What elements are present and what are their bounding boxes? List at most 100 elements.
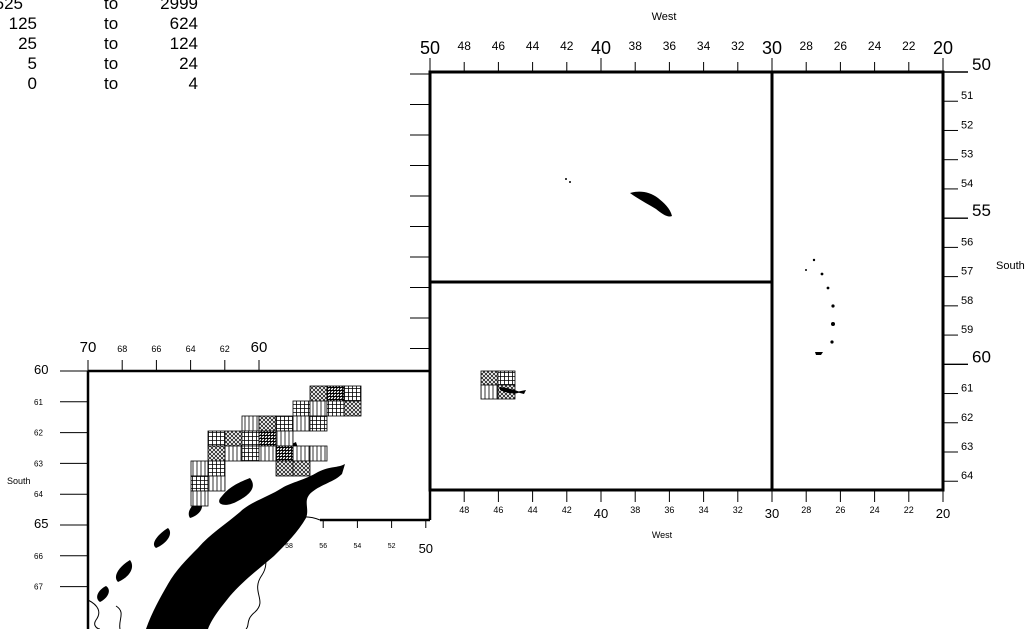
catch-grid-cell: [480, 384, 499, 400]
tick-label: 58: [961, 295, 973, 307]
catch-grid-cell: [275, 430, 294, 447]
tick-label: 34: [697, 39, 711, 53]
catch-grid-cell: [207, 460, 226, 477]
legend-high: 2999: [160, 0, 198, 13]
catch-grid-cell: [343, 385, 362, 402]
south-orkney-islands: [516, 390, 526, 394]
catch-grid-cell: [207, 475, 226, 492]
shag-rocks: [565, 178, 567, 180]
tick-label: 46: [492, 39, 506, 53]
tick-label: 54: [354, 543, 362, 550]
tick-label: 26: [835, 505, 845, 515]
tick-label: 26: [834, 39, 848, 53]
tick-label: 36: [663, 39, 677, 53]
tick-label: 57: [961, 266, 973, 278]
catch-grid-cell: [275, 415, 294, 432]
south-georgia-island: [630, 191, 672, 217]
tick-label: 55: [972, 201, 991, 220]
tick-label: 66: [34, 552, 43, 561]
legend-to: to: [104, 14, 119, 33]
catch-grid-cell: [190, 490, 209, 507]
left-axis-title: South: [7, 476, 31, 486]
legend-low: 0: [27, 74, 37, 93]
tick-label: 28: [800, 39, 814, 53]
legend-to: to: [104, 74, 119, 93]
legend: 625 to 2999 125 to 624 25 to 124 5 to 24…: [0, 0, 220, 110]
catch-grid-cell: [343, 400, 362, 417]
catch-grid-cell: [292, 400, 311, 417]
tick-label: 54: [961, 178, 973, 190]
catch-grid-cell: [258, 415, 277, 432]
tick-label: 30: [762, 38, 782, 58]
tick-label: 42: [562, 505, 572, 515]
tick-label: 52: [961, 119, 973, 131]
catch-grid-cell: [292, 460, 311, 477]
main-frame: [428, 70, 945, 492]
legend-row: 125 to 624: [0, 14, 200, 34]
catch-grid-cell: [497, 370, 516, 386]
tick-label: 50: [972, 55, 991, 74]
legend-to: to: [104, 34, 119, 53]
tick-label: 22: [904, 505, 914, 515]
legend-to: to: [104, 54, 119, 73]
tick-label: 66: [151, 344, 161, 354]
catch-grid-cell: [480, 370, 499, 386]
tick-label: 20: [933, 38, 953, 58]
legend-low: 25: [18, 34, 37, 53]
south-sandwich-island: [831, 304, 835, 308]
catch-grid-cell: [309, 400, 328, 417]
catch-grid-cell: [241, 415, 260, 432]
tick-label: 44: [528, 505, 538, 515]
tick-label: 50: [419, 541, 433, 556]
tick-label: 24: [870, 505, 880, 515]
catch-grid-cell: [190, 460, 209, 477]
catch-grid-cell: [241, 445, 260, 462]
tick-label: 36: [664, 505, 674, 515]
tick-label: 63: [961, 441, 973, 453]
right-axis-title: South: [996, 260, 1025, 272]
catch-grid-cell: [224, 430, 243, 447]
tick-label: 40: [591, 38, 611, 58]
bottom-axis-title: West: [652, 530, 673, 540]
tick-label: 50: [420, 38, 440, 58]
tick-label: 64: [186, 344, 196, 354]
south-sandwich-island: [820, 272, 824, 276]
south-sandwich-island: [831, 322, 835, 326]
south-sandwich-island: [830, 340, 834, 344]
tick-label: 20: [936, 506, 950, 521]
legend-row: 5 to 24: [0, 54, 200, 74]
south-orkney-islands: [500, 387, 520, 394]
tick-label: 68: [117, 344, 127, 354]
tick-label: 60: [251, 339, 268, 356]
tick-label: 52: [388, 543, 396, 550]
top-axis-title: West: [652, 11, 677, 23]
tick-label: 42: [560, 39, 574, 53]
tick-label: 62: [34, 429, 43, 438]
legend-row: 0 to 4: [0, 74, 200, 94]
legend-row: 625 to 2999: [0, 0, 200, 14]
south-sandwich-island: [805, 269, 807, 271]
tick-label: 48: [458, 39, 472, 53]
legend-high: 4: [188, 74, 198, 93]
catch-grid-cell: [190, 475, 209, 492]
tick-label: 62: [220, 344, 230, 354]
catch-grid-cell: [326, 385, 345, 402]
tick-label: 22: [902, 39, 916, 53]
south-sandwich-island: [812, 258, 816, 262]
tick-label: 59: [961, 324, 973, 336]
tick-label: 63: [34, 459, 43, 468]
catch-grid-cell: [292, 445, 311, 462]
tick-label: 38: [630, 505, 640, 515]
catch-grid-cell: [326, 400, 345, 417]
legend-high: 624: [169, 14, 198, 33]
tick-label: 62: [961, 412, 973, 424]
catch-grid-cell: [292, 415, 311, 432]
tick-label: 64: [34, 490, 43, 499]
catch-grid-cell: [207, 430, 226, 447]
tick-label: 32: [731, 39, 745, 53]
tick-label: 61: [34, 398, 43, 407]
tick-label: 64: [961, 470, 973, 482]
shag-rocks: [569, 181, 571, 183]
catch-grid-cell: [207, 445, 226, 462]
